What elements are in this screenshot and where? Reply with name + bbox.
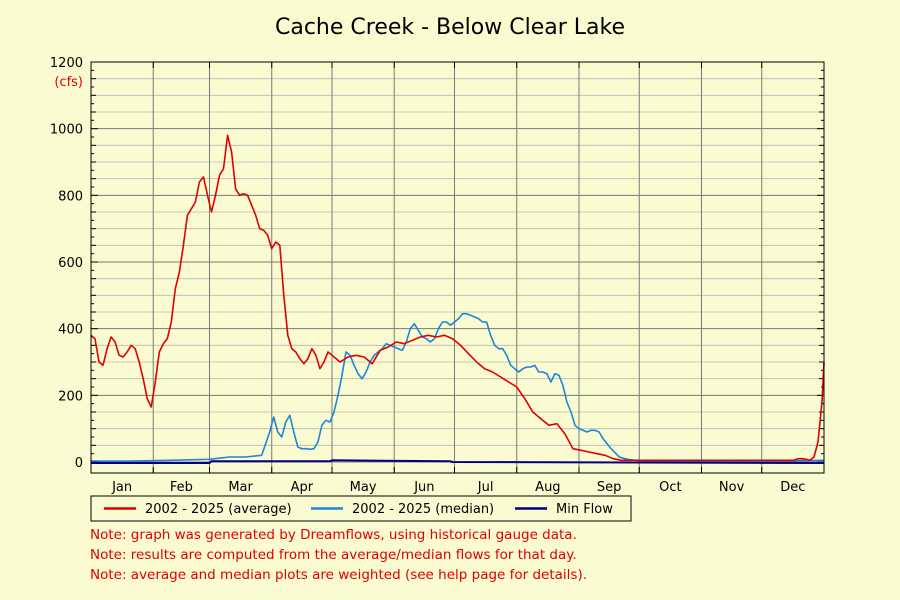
plot-area (91, 62, 824, 473)
x-month-label: Aug (535, 480, 560, 495)
note-weighting: Note: average and median plots are weigh… (90, 567, 588, 583)
x-month-label: Sep (597, 480, 622, 495)
series-line-min-flow (91, 459, 825, 464)
x-month-label: Jul (477, 480, 494, 495)
x-month-label: May (350, 480, 377, 495)
x-month-label: Feb (170, 480, 193, 495)
x-month-label: Nov (719, 480, 745, 495)
y-tick-label: 0 (75, 456, 83, 471)
legend-label-average: 2002 - 2025 (average) (145, 502, 292, 517)
note-gauge-data: Note: graph was generated by Dreamflows,… (90, 527, 577, 543)
y-tick-label: 200 (58, 389, 83, 404)
note-computation: Note: results are computed from the aver… (90, 547, 577, 563)
x-month-label: Mar (228, 480, 253, 495)
y-tick-label: 1000 (50, 123, 83, 138)
x-axis-month-labels: Jan Feb Mar Apr May Jun Jul Aug Sep Oct Nov Dec (111, 480, 805, 495)
y-tick-label: 1200 (50, 56, 83, 71)
y-axis-unit: (cfs) (54, 75, 83, 90)
series-line-average (90, 134, 825, 462)
x-month-label: Apr (291, 480, 314, 495)
y-tick-label: 400 (58, 323, 83, 338)
chart-title: Cache Creek - Below Clear Lake (275, 15, 625, 40)
x-month-label: Jun (413, 480, 434, 495)
plot-border (90, 61, 825, 474)
x-month-label: Oct (659, 480, 681, 495)
series-lines (90, 134, 825, 464)
y-axis-ticks: 0 200 400 600 800 1000 1200 (50, 56, 83, 471)
x-month-label: Jan (111, 480, 132, 495)
legend-label-median: 2002 - 2025 (median) (352, 502, 494, 517)
legend-label-min-flow: Min Flow (556, 502, 613, 517)
x-month-label: Dec (780, 480, 805, 495)
legend: 2002 - 2025 (average) 2002 - 2025 (media… (90, 495, 632, 522)
y-tick-label: 600 (58, 256, 83, 271)
y-tick-label: 800 (58, 189, 83, 204)
series-line-median (91, 312, 825, 463)
